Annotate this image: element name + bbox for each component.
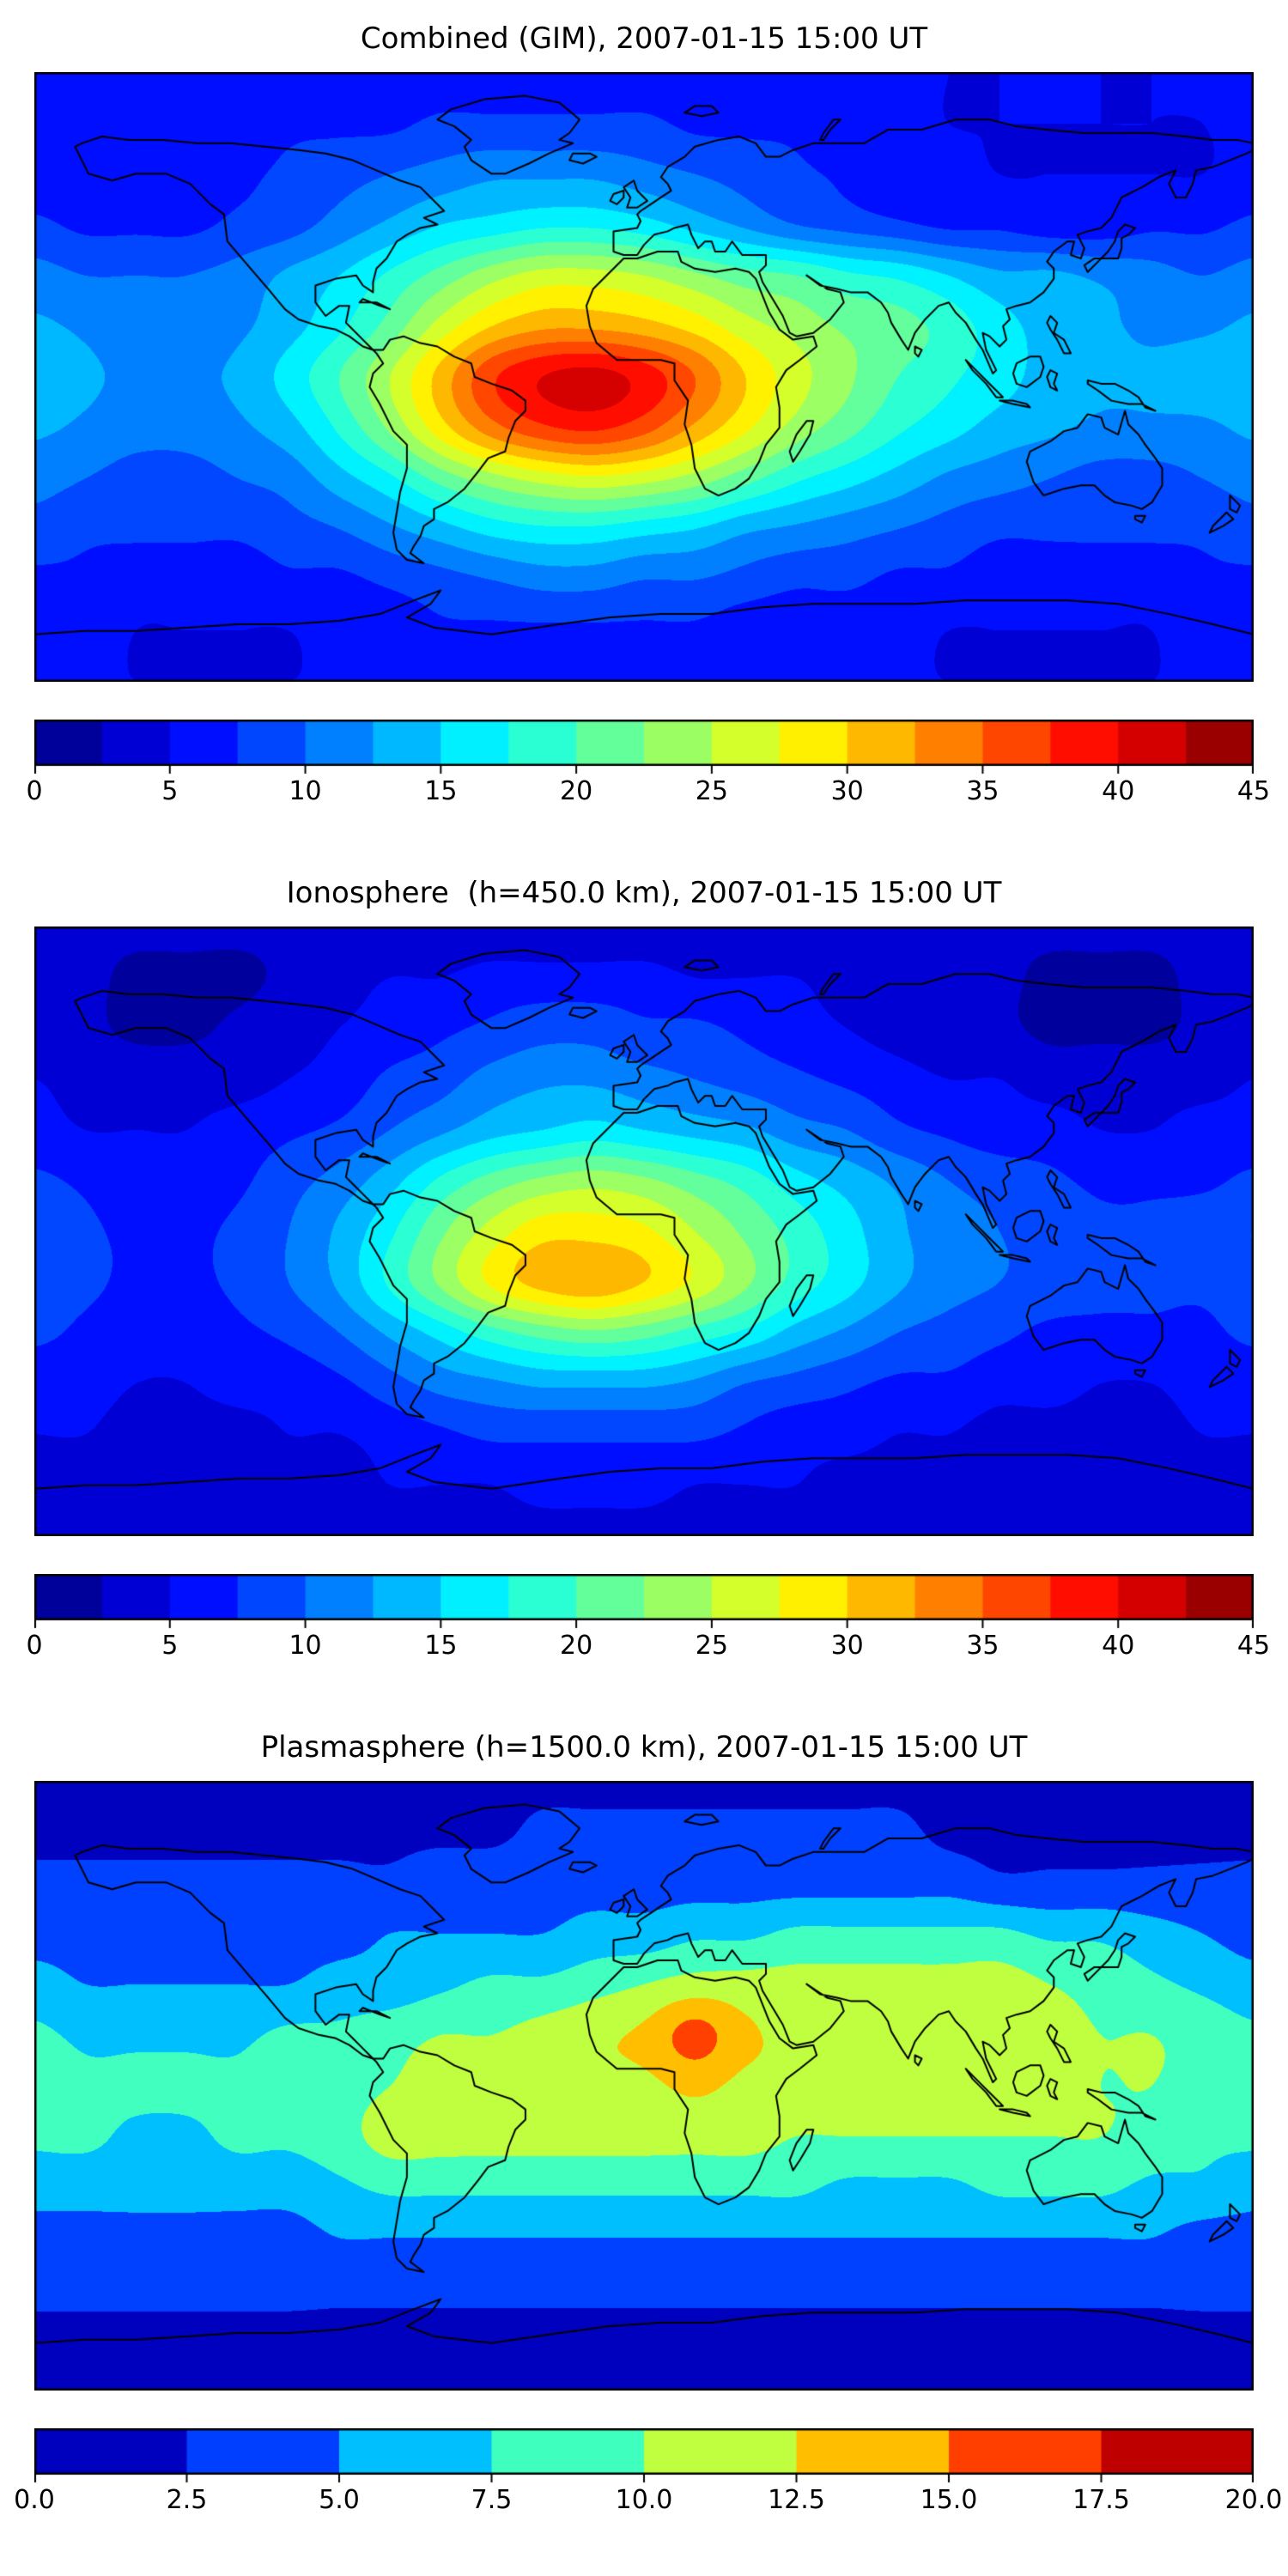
colorbar-tick-label: 10 [289,776,322,806]
colorbar-tick-label: 15 [424,1631,458,1661]
colorbar-tick-label: 2.5 [166,2485,208,2515]
colorbar-labels-ionosphere: 0 5 10 15 20 25 30 35 40 45 [26,1631,1270,1663]
colorbar-canvas-plasmasphere [34,2428,1254,2483]
panel-combined: Combined (GIM), 2007-01-15 15:00 UT 0 5 10… [0,10,1288,865]
panel-ionosphere: Ionosphere (h=450.0 km), 2007-01-15 15:0… [0,865,1288,1719]
colorbar-tick-label: 10.0 [615,2485,673,2515]
colorbar-tick-label: 25 [695,1631,728,1661]
colorbar-tick-label: 15.0 [920,2485,978,2515]
colorbar-tick-label: 15 [424,776,458,806]
colorbar-tick-label: 35 [966,776,999,806]
colorbar-tick-label: 35 [966,1631,999,1661]
colorbar-canvas-ionosphere [34,1574,1254,1629]
colorbar-tick-label: 20 [560,776,593,806]
colorbar-labels-plasmasphere: 0.0 2.5 5.0 7.5 10.0 12.5 15.0 17.5 20.0 [14,2485,1282,2518]
colorbar-labels-combined: 0 5 10 15 20 25 30 35 40 45 [26,776,1270,809]
colorbar-tick-label: 7.5 [471,2485,513,2515]
map-canvas-ionosphere [34,927,1254,1536]
colorbar-tick-label: 17.5 [1072,2485,1130,2515]
colorbar-tick-label: 0 [26,776,43,806]
colorbar-plasmasphere: 0.0 2.5 5.0 7.5 10.0 12.5 15.0 17.5 20.0 [14,2428,1282,2518]
colorbar-combined: 0 5 10 15 20 25 30 35 40 45 [26,720,1270,809]
colorbar-tick-label: 45 [1236,776,1271,806]
colorbar-tick-label: 20 [560,1631,593,1661]
colorbar-tick-label: 5 [161,1631,179,1661]
colorbar-tick-label: 0.0 [14,2485,55,2515]
colorbar-tick-label: 40 [1102,776,1135,806]
map-ionosphere [34,927,1254,1536]
colorbar-tick-label: 20.0 [1224,2485,1283,2515]
panel-plasmasphere: Plasmasphere (h=1500.0 km), 2007-01-15 1… [0,1719,1288,2573]
colorbar-tick-label: 5 [161,776,179,806]
colorbar-tick-label: 12.5 [768,2485,825,2515]
colorbar-tick-label: 25 [695,776,728,806]
panel-title-ionosphere: Ionosphere (h=450.0 km), 2007-01-15 15:0… [286,876,1002,910]
colorbar-canvas-combined [34,720,1254,775]
panel-title-combined: Combined (GIM), 2007-01-15 15:00 UT [360,21,928,56]
panel-title-plasmasphere: Plasmasphere (h=1500.0 km), 2007-01-15 1… [260,1730,1028,1765]
colorbar-tick-label: 30 [830,1631,864,1661]
colorbar-tick-label: 0 [26,1631,43,1661]
colorbar-tick-label: 40 [1102,1631,1135,1661]
map-canvas-combined [34,72,1254,682]
colorbar-tick-label: 10 [289,1631,322,1661]
map-plasmasphere [34,1781,1254,2391]
map-combined [34,72,1254,682]
colorbar-ionosphere: 0 5 10 15 20 25 30 35 40 45 [26,1574,1270,1663]
colorbar-tick-label: 30 [830,776,864,806]
colorbar-tick-label: 45 [1236,1631,1271,1661]
map-canvas-plasmasphere [34,1781,1254,2391]
colorbar-tick-label: 5.0 [319,2485,360,2515]
